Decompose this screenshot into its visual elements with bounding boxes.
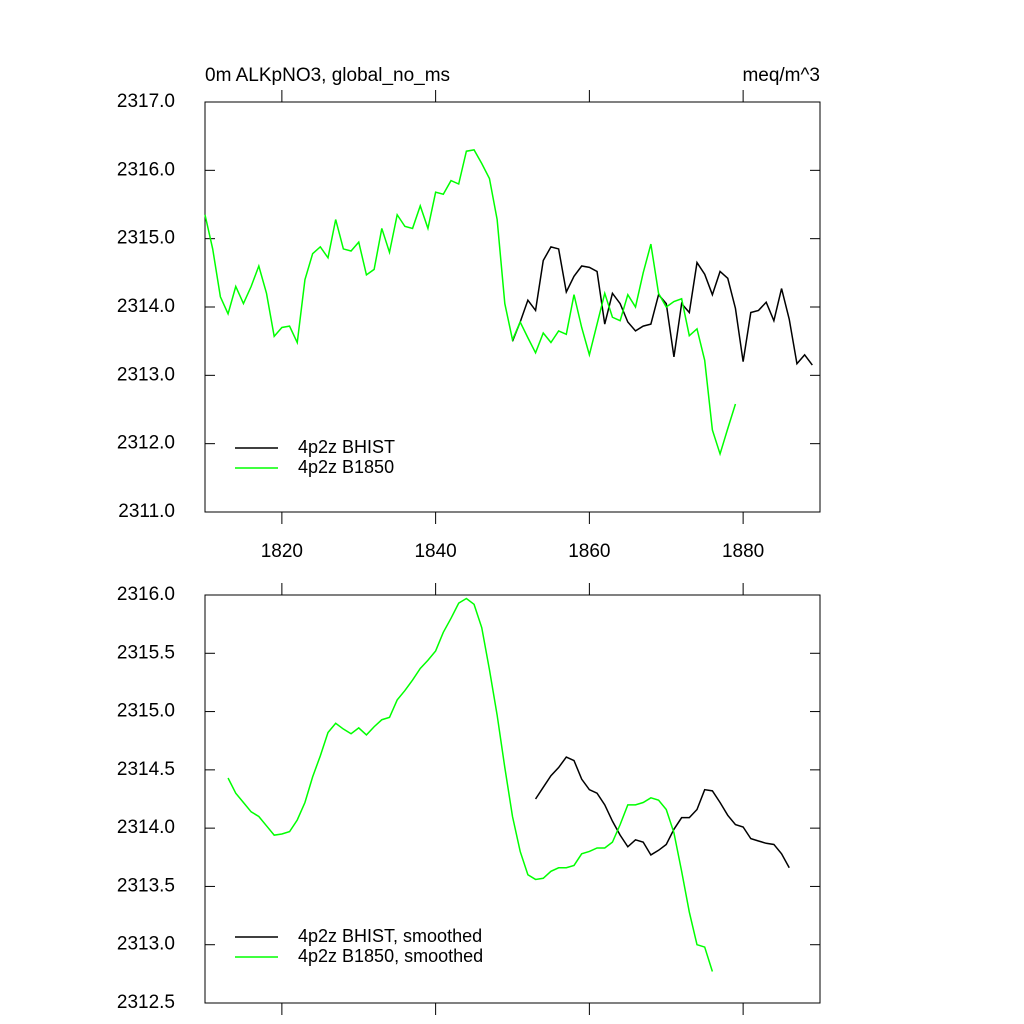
legend-label: 4p2z B1850 <box>298 457 394 477</box>
chart-units: meq/m^3 <box>742 65 820 86</box>
y-tick-label: 2315.5 <box>117 642 175 663</box>
y-tick-label: 2313.0 <box>117 364 175 385</box>
x-tick-label: 1840 <box>414 541 456 562</box>
series-line <box>511 245 813 366</box>
y-tick-label: 2317.0 <box>117 91 175 112</box>
y-tick-label: 2315.0 <box>117 701 175 722</box>
y-tick-label: 2313.0 <box>117 934 175 955</box>
series-line <box>534 756 790 869</box>
y-tick-label: 2314.0 <box>117 296 175 317</box>
x-tick-label: 1820 <box>261 541 303 562</box>
y-tick-label: 2314.5 <box>117 759 175 780</box>
y-tick-label: 2316.0 <box>117 584 175 605</box>
y-tick-label: 2311.0 <box>118 501 175 522</box>
x-tick-label: 1860 <box>568 541 610 562</box>
y-tick-label: 2314.0 <box>117 817 175 838</box>
y-tick-label: 2316.0 <box>117 159 175 180</box>
y-tick-label: 2312.5 <box>117 992 175 1013</box>
chart-title: 0m ALKpNO3, global_no_ms <box>205 65 450 86</box>
plot-frame <box>204 594 821 1004</box>
x-tick-label: 1880 <box>722 541 764 562</box>
legend-label: 4p2z BHIST <box>298 437 395 457</box>
y-tick-label: 2313.5 <box>117 875 175 896</box>
series-line <box>204 148 737 457</box>
y-tick-label: 2315.0 <box>117 228 175 249</box>
y-tick-label: 2312.0 <box>117 433 175 454</box>
legend-label: 4p2z BHIST, smoothed <box>298 926 482 946</box>
series-line <box>227 597 714 972</box>
legend-label: 4p2z B1850, smoothed <box>298 946 483 966</box>
